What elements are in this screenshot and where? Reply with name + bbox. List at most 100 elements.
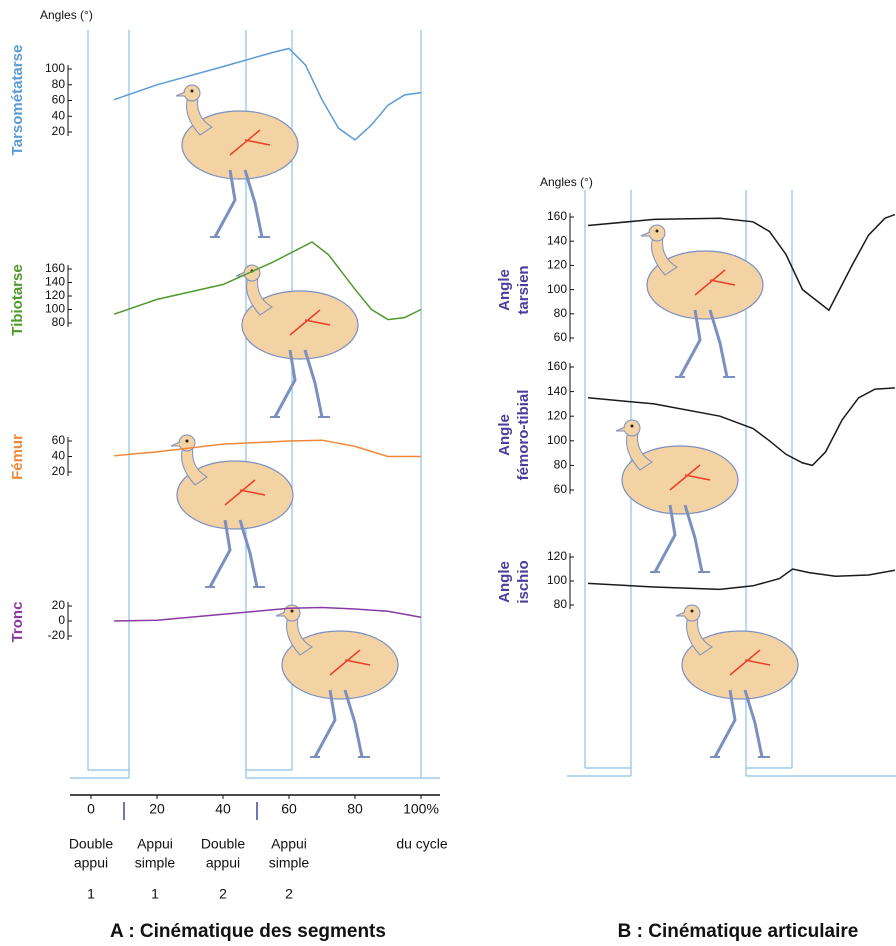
- y-tick-label: 20: [52, 124, 66, 138]
- bird: [676, 605, 798, 757]
- y-label: ischio: [515, 560, 532, 603]
- x-tick-label: 20: [149, 801, 165, 817]
- y-tick-label: 40: [52, 449, 66, 463]
- phase-label: simple: [269, 855, 310, 871]
- bird-eye: [631, 425, 634, 428]
- y-tick-label: 80: [52, 77, 66, 91]
- phase-label: Appui: [271, 836, 307, 852]
- y-tick-label: 160: [547, 359, 567, 373]
- y-tick-label: 100: [547, 433, 567, 447]
- y-tick-label: 80: [554, 306, 568, 320]
- y-tick-label: 40: [52, 108, 66, 122]
- bird-head: [684, 605, 700, 621]
- y-tick-label: -20: [48, 628, 66, 642]
- caption: B : Cinématique articulaire: [618, 921, 859, 942]
- bird-eye: [186, 440, 189, 443]
- x-tick-label: 0: [87, 801, 95, 817]
- y-tick-label: 140: [547, 233, 567, 247]
- bird: [641, 225, 763, 377]
- y-tick-label: 120: [45, 288, 65, 302]
- bird-eye: [191, 90, 194, 93]
- bird-beak: [641, 232, 650, 236]
- phase-number: 1: [87, 886, 95, 902]
- y-label: Tibiotarse: [9, 264, 26, 335]
- bird-eye: [691, 610, 694, 613]
- bird-beak: [616, 427, 625, 431]
- bird-beak: [276, 612, 285, 616]
- phase-number: 2: [219, 886, 227, 902]
- y-label: Angle: [496, 561, 513, 603]
- figure: Angles (°) Angles (°) du cycle A : Ciném…: [0, 0, 896, 946]
- y-label: Fémur: [9, 434, 26, 480]
- phase-label: Double: [69, 836, 114, 852]
- bird-eye: [656, 230, 659, 233]
- y-tick-label: 60: [52, 433, 66, 447]
- y-tick-label: 60: [52, 93, 66, 107]
- phase-number: 1: [151, 886, 159, 902]
- y-tick-label: 60: [554, 330, 568, 344]
- y-tick-label: 100: [547, 573, 567, 587]
- phase-label: Appui: [137, 836, 173, 852]
- bird-leg: [655, 505, 702, 572]
- y-tick-label: 100: [45, 61, 65, 75]
- bird: [176, 85, 298, 237]
- y-tick-label: 160: [547, 209, 567, 223]
- bird-beak: [171, 442, 180, 446]
- y-tick-label: 100: [547, 282, 567, 296]
- y-tick-label: 140: [45, 275, 65, 289]
- y-unit: Angles (°): [40, 8, 93, 22]
- x-note: du cycle: [396, 836, 448, 852]
- y-label: Tronc: [9, 602, 26, 643]
- phase-label: appui: [74, 855, 108, 871]
- bird-drawings: [171, 85, 798, 757]
- bird-beak: [676, 612, 685, 616]
- y-unit: Angles (°): [540, 175, 593, 189]
- y-label: Tarsométatarse: [9, 45, 26, 156]
- y-tick-label: 140: [547, 384, 567, 398]
- bird-leg: [680, 310, 727, 377]
- bird-head: [184, 85, 200, 101]
- bird: [171, 435, 293, 587]
- y-tick-label: 100: [45, 302, 65, 316]
- y-tick-label: 80: [554, 597, 568, 611]
- bird-head: [649, 225, 665, 241]
- y-tick-label: 0: [58, 613, 65, 627]
- y-tick-label: 80: [554, 458, 568, 472]
- y-tick-label: 120: [547, 258, 567, 272]
- x-tick-label: 100%: [403, 801, 439, 817]
- curve: [114, 440, 421, 456]
- bird-leg: [215, 170, 262, 237]
- bird-beak: [176, 92, 185, 96]
- curve: [114, 608, 421, 622]
- y-tick-label: 120: [547, 549, 567, 563]
- bird-head: [244, 265, 260, 281]
- y-label: fémoro-tibial: [515, 390, 532, 481]
- bird: [236, 265, 358, 417]
- phase-label: simple: [135, 855, 176, 871]
- bird-leg: [275, 350, 322, 417]
- y-tick-label: 20: [52, 598, 66, 612]
- y-label: tarsien: [515, 265, 532, 314]
- phase-number: 2: [285, 886, 293, 902]
- y-tick-label: 80: [52, 315, 66, 329]
- bird-head: [624, 420, 640, 436]
- y-tick-label: 20: [52, 464, 66, 478]
- x-tick-label: 60: [281, 801, 297, 817]
- curve: [588, 569, 895, 589]
- y-tick-label: 120: [547, 408, 567, 422]
- y-tick-label: 160: [45, 261, 65, 275]
- phase-label: Double: [201, 836, 246, 852]
- bird-leg: [315, 690, 362, 757]
- y-tick-label: 60: [554, 482, 568, 496]
- bird-leg: [210, 520, 257, 587]
- bird: [276, 605, 398, 757]
- bird-eye: [291, 610, 294, 613]
- x-tick-label: 80: [347, 801, 363, 817]
- y-label: Angle: [496, 414, 513, 456]
- caption: A : Cinématique des segments: [110, 921, 386, 942]
- bird-leg: [715, 690, 762, 757]
- phase-label: appui: [206, 855, 240, 871]
- bird: [616, 420, 738, 572]
- y-label: Angle: [496, 269, 513, 311]
- x-tick-label: 40: [215, 801, 231, 817]
